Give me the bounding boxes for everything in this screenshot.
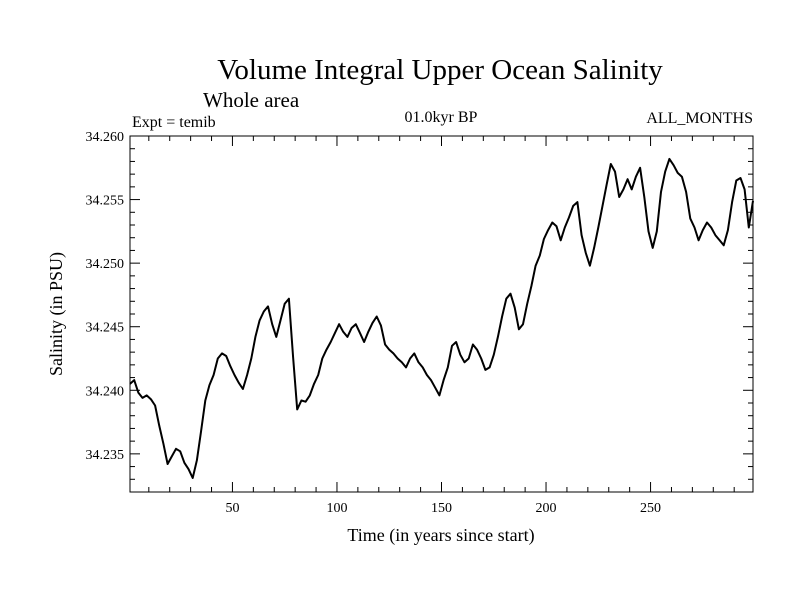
experiment-label: Expt = temib [132, 114, 216, 131]
x-tick-label: 150 [431, 501, 452, 516]
season-label: ALL_MONTHS [646, 110, 753, 127]
chart-title: Volume Integral Upper Ocean Salinity [217, 54, 663, 86]
y-tick-label: 34.240 [86, 384, 125, 399]
y-tick-label: 34.255 [86, 194, 125, 209]
salinity-series-line [129, 157, 754, 479]
y-tick-labels: 34.235 34.240 34.245 34.250 34.255 34.260 [86, 130, 125, 463]
plot-frame [129, 135, 754, 493]
period-label: 01.0kyr BP [405, 109, 478, 126]
x-tick-labels: 50 100 150 200 250 [225, 501, 661, 516]
x-tick-label: 100 [326, 501, 347, 516]
axis-ticks [130, 135, 753, 493]
chart-subtitle: Whole area [203, 88, 300, 112]
x-tick-label: 50 [225, 501, 239, 516]
x-axis-label: Time (in years since start) [347, 525, 534, 546]
x-tick-label: 250 [640, 501, 661, 516]
x-tick-label: 200 [536, 501, 557, 516]
y-tick-label: 34.250 [86, 257, 125, 272]
y-tick-label: 34.245 [86, 321, 125, 336]
y-axis-label: Salinity (in PSU) [46, 252, 67, 376]
y-tick-label: 34.235 [86, 448, 125, 463]
y-tick-label: 34.260 [86, 130, 125, 145]
